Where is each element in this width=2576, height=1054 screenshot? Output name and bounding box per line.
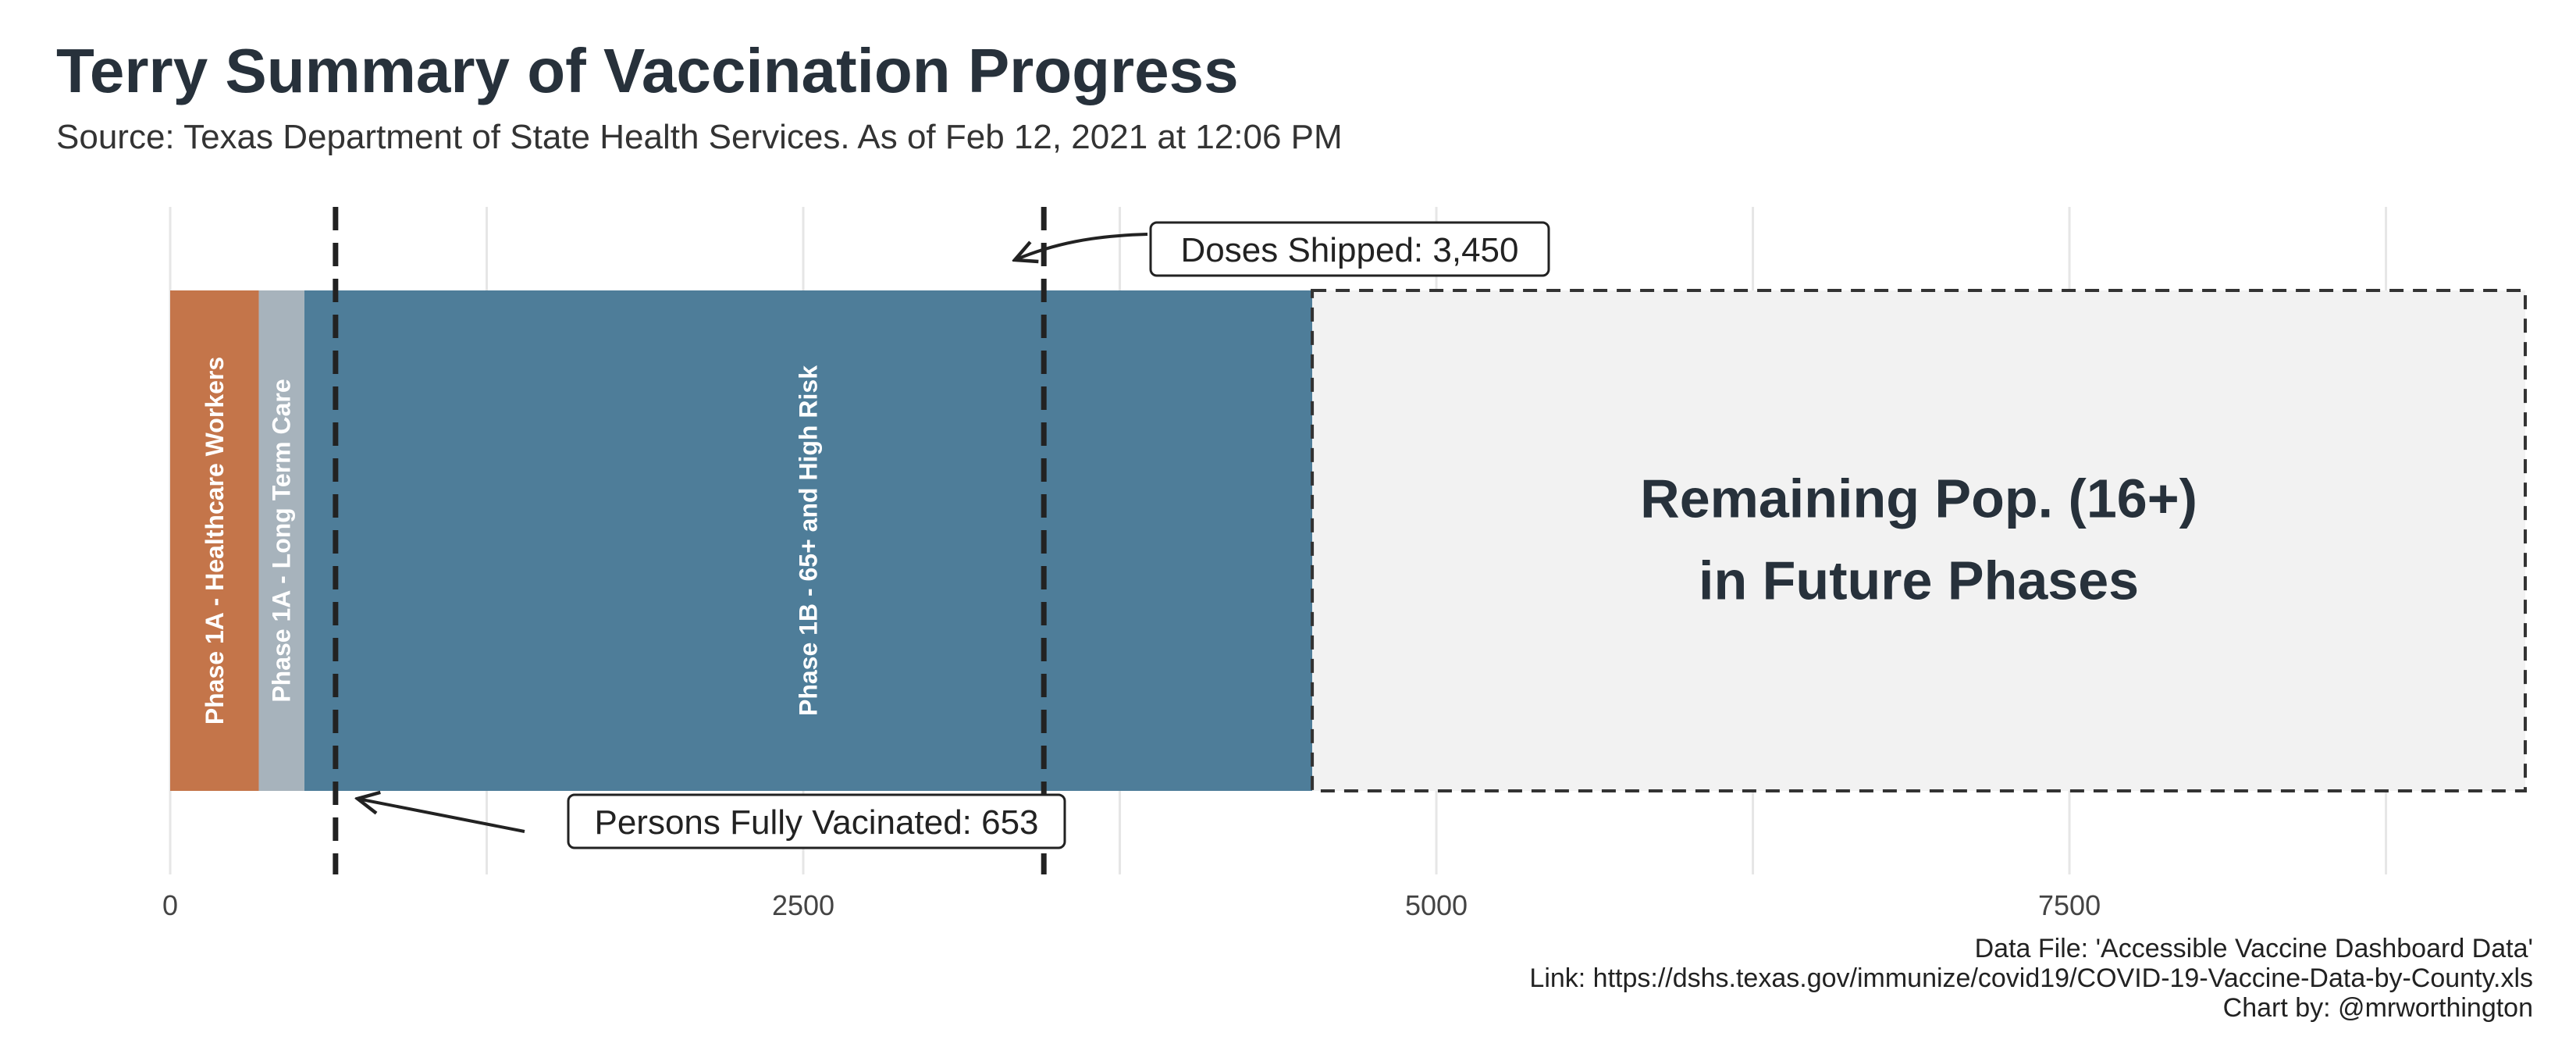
segment-label: Phase 1A - Healthcare Workers	[201, 357, 229, 725]
bar-segment	[170, 290, 259, 791]
annotation-label: Doses Shipped: 3,450	[1181, 231, 1519, 269]
bar-segment	[1311, 289, 2527, 792]
caption-line: Link: https://dshs.texas.gov/immunize/co…	[1529, 963, 2533, 993]
reference-lines	[333, 207, 1047, 874]
segment-label-line: Remaining Pop. (16+)	[1640, 468, 2197, 529]
annotation-box	[1149, 221, 1550, 277]
caption-line: Chart by: @mrworthington	[2223, 993, 2533, 1023]
segment-label-line: in Future Phases	[1699, 550, 2139, 611]
annotation-arrow	[358, 799, 525, 833]
x-tick-label: 5000	[1405, 889, 1468, 921]
x-axis: 0 2500 5000 7500	[162, 889, 2101, 921]
x-tick-label: 2500	[772, 889, 834, 921]
annotation-arrow	[1015, 233, 1148, 260]
annotations: Persons Fully Vacinated: 653 Doses Shippe…	[358, 221, 1550, 849]
segment-label: Remaining Pop. (16+) in Future Phases	[1640, 468, 2197, 611]
caption-line: Data File: 'Accessible Vaccine Dashboard…	[1975, 934, 2533, 963]
bar-segment	[258, 290, 304, 791]
stacked-bar: Phase 1A - Healthcare Workers Phase 1A - …	[170, 289, 2527, 792]
x-tick-label: 0	[162, 889, 178, 921]
bar-segment	[304, 290, 1313, 791]
x-tick-label: 7500	[2038, 889, 2101, 921]
segment-label: Phase 1A - Long Term Care	[268, 379, 296, 702]
segment-label: Phase 1B - 65+ and High Risk	[795, 365, 823, 716]
chart-subtitle: Source: Texas Department of State Health…	[56, 118, 1343, 156]
annotation-box	[567, 793, 1066, 849]
annotation-label: Persons Fully Vacinated: 653	[594, 803, 1038, 842]
chart-title: Terry Summary of Vaccination Progress	[56, 36, 1239, 105]
caption: Data File: 'Accessible Vaccine Dashboard…	[1529, 934, 2533, 1023]
